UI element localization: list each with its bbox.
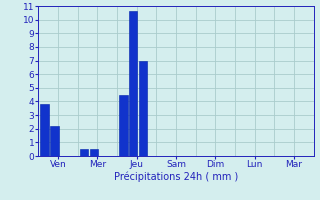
Bar: [119, 95, 128, 156]
X-axis label: Précipitations 24h ( mm ): Précipitations 24h ( mm ): [114, 172, 238, 182]
Bar: [90, 149, 98, 156]
Bar: [80, 149, 88, 156]
Bar: [40, 104, 49, 156]
Bar: [139, 61, 147, 156]
Bar: [50, 126, 59, 156]
Bar: [129, 11, 138, 156]
